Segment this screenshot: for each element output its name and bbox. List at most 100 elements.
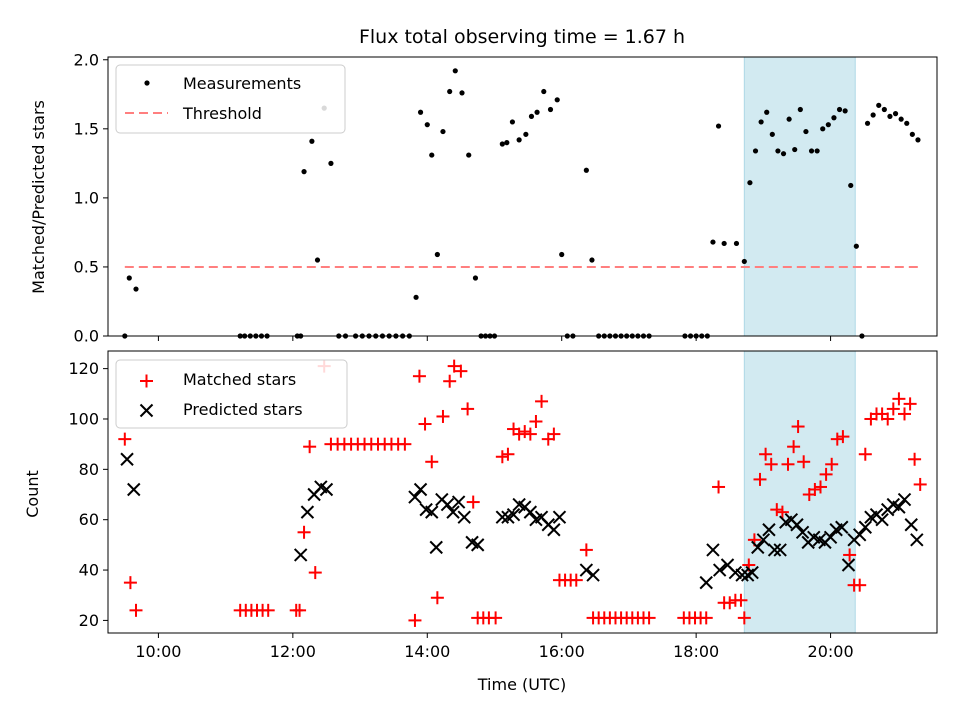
predicted-stars-point [425, 505, 439, 519]
predicted-stars-point [579, 563, 594, 577]
measurement-point [786, 116, 792, 122]
measurement-point [836, 106, 843, 113]
predicted-stars-point [495, 510, 510, 524]
matched-stars-point [898, 407, 912, 421]
matched-stars-point [699, 611, 713, 625]
count-y-axis: 20 40 60 80 100 120 [68, 359, 108, 630]
count-panel: 20 40 60 80 100 120 10:00 12:00 14:00 16:00 18:00… [23, 350, 938, 694]
predicted-stars-point [790, 518, 804, 532]
matched-stars-point [642, 611, 656, 625]
predicted-stars-point [293, 548, 308, 562]
matched-stars-point [443, 374, 457, 388]
measurement-point [715, 123, 722, 129]
count-y-tick-label: 60 [79, 510, 99, 529]
x-tick-label: 10:00 [135, 642, 181, 661]
count-y-tick-label: 100 [68, 409, 99, 428]
measurement-point [547, 106, 554, 113]
legend-threshold-label: Threshold [182, 104, 262, 123]
measurement-point [870, 112, 876, 118]
measurement-point [528, 113, 535, 119]
matched-stars-point [425, 455, 439, 469]
ratio-y-tick-label: 0.0 [74, 327, 99, 346]
matched-stars-point [466, 495, 480, 509]
matched-stars-point [512, 427, 526, 441]
predicted-stars-point [751, 540, 765, 555]
matched-stars-point [461, 402, 475, 416]
measurement-point [825, 122, 831, 128]
matched-stars-point [813, 480, 827, 494]
matched-stars-point [569, 573, 583, 587]
measurement-point [848, 182, 854, 189]
predicted-stars-point [547, 523, 561, 537]
measurement-point [314, 257, 321, 263]
predicted-stars-point [120, 452, 134, 466]
count-y-tick-label: 40 [79, 561, 99, 580]
measurement-point [842, 108, 848, 114]
measurement-point [499, 141, 505, 147]
matched-stars-point [753, 472, 767, 486]
observing-window-shade [743, 56, 856, 337]
matched-stars-point [436, 409, 450, 423]
predicted-stars-point [699, 575, 713, 590]
matched-stars-point [447, 359, 461, 373]
measurement-point [803, 128, 809, 135]
matched-stars-point [529, 415, 543, 428]
predicted-stars-point [457, 510, 471, 524]
predicted-stars-point [506, 507, 521, 522]
matched-stars-point [781, 457, 795, 471]
measurement-point [775, 148, 781, 154]
predicted-stars-point [429, 540, 443, 555]
measurement-point [504, 140, 510, 146]
predicted-stars-point [875, 512, 889, 527]
matched-stars-point [853, 578, 867, 592]
measurement-point [853, 243, 859, 249]
ratio-legend: Measurements Threshold [115, 64, 346, 134]
matched-stars-point [261, 603, 275, 617]
measurement-point [516, 137, 522, 143]
matched-stars-point [118, 432, 132, 446]
ratio-y-tick-label: 1.5 [74, 119, 99, 138]
ratio-legend-box [115, 64, 346, 134]
ratio-y-axis-label: Matched/Predicted stars [29, 100, 48, 294]
measurement-point [898, 116, 904, 122]
matched-stars-point [535, 394, 549, 408]
predicted-stars-point [795, 525, 810, 539]
measurement-point [554, 97, 560, 103]
legend-matched-marker [140, 374, 153, 388]
matched-stars-point [495, 450, 509, 464]
matched-stars-point [819, 467, 833, 481]
predicted-stars-point [300, 505, 315, 519]
predicted-stars-point [446, 505, 460, 519]
ratio-y-tick-label: 1.0 [74, 188, 99, 207]
measurement-point [466, 152, 472, 158]
matched-stars-point [454, 364, 468, 378]
matched-stars-point [808, 482, 822, 496]
ratio-y-tick-label: 2.0 [74, 50, 99, 69]
matched-stars-point [547, 427, 561, 441]
x-tick-label: 18:00 [673, 642, 719, 661]
measurement-point [864, 120, 871, 126]
predicted-stars-point [767, 543, 782, 557]
count-y-axis-label: Count [23, 470, 42, 518]
measurement-point [792, 146, 798, 153]
matched-stars-point [886, 402, 900, 416]
matched-stars-point [836, 430, 850, 444]
measurement-point [440, 128, 446, 135]
measurement-point [752, 148, 759, 154]
matched-stars-point [412, 369, 426, 383]
measurement-point [758, 119, 764, 125]
matched-stars-point [712, 480, 726, 494]
measurement-point [915, 137, 921, 143]
measurement-point [126, 275, 132, 281]
matched-stars-point [303, 440, 317, 454]
matched-stars-point [293, 603, 307, 617]
measurement-point [710, 239, 716, 245]
predicted-stars-point [470, 538, 485, 552]
matched-stars-point [881, 412, 895, 426]
predicted-stars-point [773, 543, 787, 557]
measurement-point [881, 106, 887, 113]
measurement-point [583, 167, 589, 173]
legend-measurements-label: Measurements [183, 74, 301, 93]
ratio-y-axis: 0.0 0.5 1.0 1.5 2.0 [74, 50, 108, 346]
